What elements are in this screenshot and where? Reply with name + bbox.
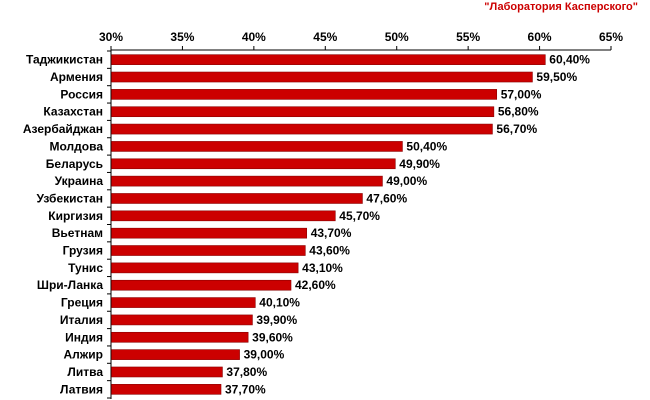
bar xyxy=(111,175,383,187)
value-label: 56,70% xyxy=(496,122,537,136)
value-label: 43,10% xyxy=(302,261,343,275)
bar xyxy=(111,141,403,152)
value-label: 37,80% xyxy=(226,365,267,379)
value-label: 49,00% xyxy=(386,174,427,188)
x-tick-label: 55% xyxy=(456,30,480,44)
category-label: Греция xyxy=(61,296,103,310)
bar xyxy=(111,384,222,395)
bar xyxy=(111,262,299,274)
value-label: 56,80% xyxy=(498,105,539,119)
category-label: Вьетнам xyxy=(52,226,103,240)
bar xyxy=(111,227,308,239)
bar xyxy=(111,106,495,118)
bar xyxy=(111,54,546,65)
value-label: 59,50% xyxy=(536,70,577,84)
category-label: Армения xyxy=(50,70,103,84)
category-label: Таджикистан xyxy=(26,53,103,67)
x-axis: 30% 35% 40% 45% 50% 55% 60% 65% xyxy=(99,30,623,399)
category-label: Индия xyxy=(65,330,103,344)
category-label: Италия xyxy=(60,313,103,327)
bar xyxy=(111,366,223,378)
value-labels: 60,40% 59,50% 57,00% 56,80% 56,70% 50,40% 49,9… xyxy=(225,53,590,397)
value-label: 39,00% xyxy=(244,348,285,362)
value-label: 60,40% xyxy=(549,53,590,67)
x-tick-label: 30% xyxy=(99,30,123,44)
category-label: Литва xyxy=(67,365,103,379)
category-label: Казахстан xyxy=(43,105,103,119)
bar xyxy=(111,279,292,291)
bar xyxy=(111,89,498,100)
category-label: Молдова xyxy=(50,139,104,153)
category-label: Украина xyxy=(55,174,104,188)
category-label: Алжир xyxy=(63,348,103,362)
value-label: 39,90% xyxy=(256,313,297,327)
bar xyxy=(111,245,306,256)
category-label: Латвия xyxy=(60,382,103,396)
category-label: Киргизия xyxy=(48,209,103,223)
x-tick-label: 50% xyxy=(385,30,409,44)
category-label: Тунис xyxy=(68,261,103,275)
bar xyxy=(111,123,493,135)
value-label: 57,00% xyxy=(501,87,542,101)
x-tick-label: 35% xyxy=(170,30,194,44)
bar xyxy=(111,349,240,360)
category-label: Азербайджан xyxy=(23,122,103,136)
x-tick-label: 65% xyxy=(599,30,623,44)
bar xyxy=(111,331,249,343)
category-label: Беларусь xyxy=(46,157,103,171)
category-label: Шри-Ланка xyxy=(37,278,103,292)
category-labels: Таджикистан Армения Россия Казахстан Азербай… xyxy=(23,53,103,397)
category-label: Россия xyxy=(60,87,103,101)
value-label: 39,60% xyxy=(252,330,293,344)
source-label: "Лаборатория Касперского" xyxy=(484,1,638,13)
bar xyxy=(111,297,256,308)
value-label: 50,40% xyxy=(406,139,447,153)
category-label: Грузия xyxy=(63,244,103,258)
bar xyxy=(111,193,363,204)
value-label: 40,10% xyxy=(259,296,300,310)
x-tick-label: 60% xyxy=(528,30,552,44)
bar xyxy=(111,71,533,83)
category-label: Узбекистан xyxy=(37,191,103,205)
x-tick-label: 40% xyxy=(242,30,266,44)
bar xyxy=(111,314,253,326)
x-tick-label: 45% xyxy=(313,30,337,44)
value-label: 43,60% xyxy=(309,244,350,258)
value-label: 43,70% xyxy=(311,226,352,240)
bar xyxy=(111,158,396,170)
bars xyxy=(111,54,546,395)
value-label: 49,90% xyxy=(399,157,440,171)
value-label: 42,60% xyxy=(295,278,336,292)
value-label: 37,70% xyxy=(225,382,266,396)
value-label: 47,60% xyxy=(366,191,407,205)
bar xyxy=(111,210,336,222)
value-label: 45,70% xyxy=(339,209,380,223)
